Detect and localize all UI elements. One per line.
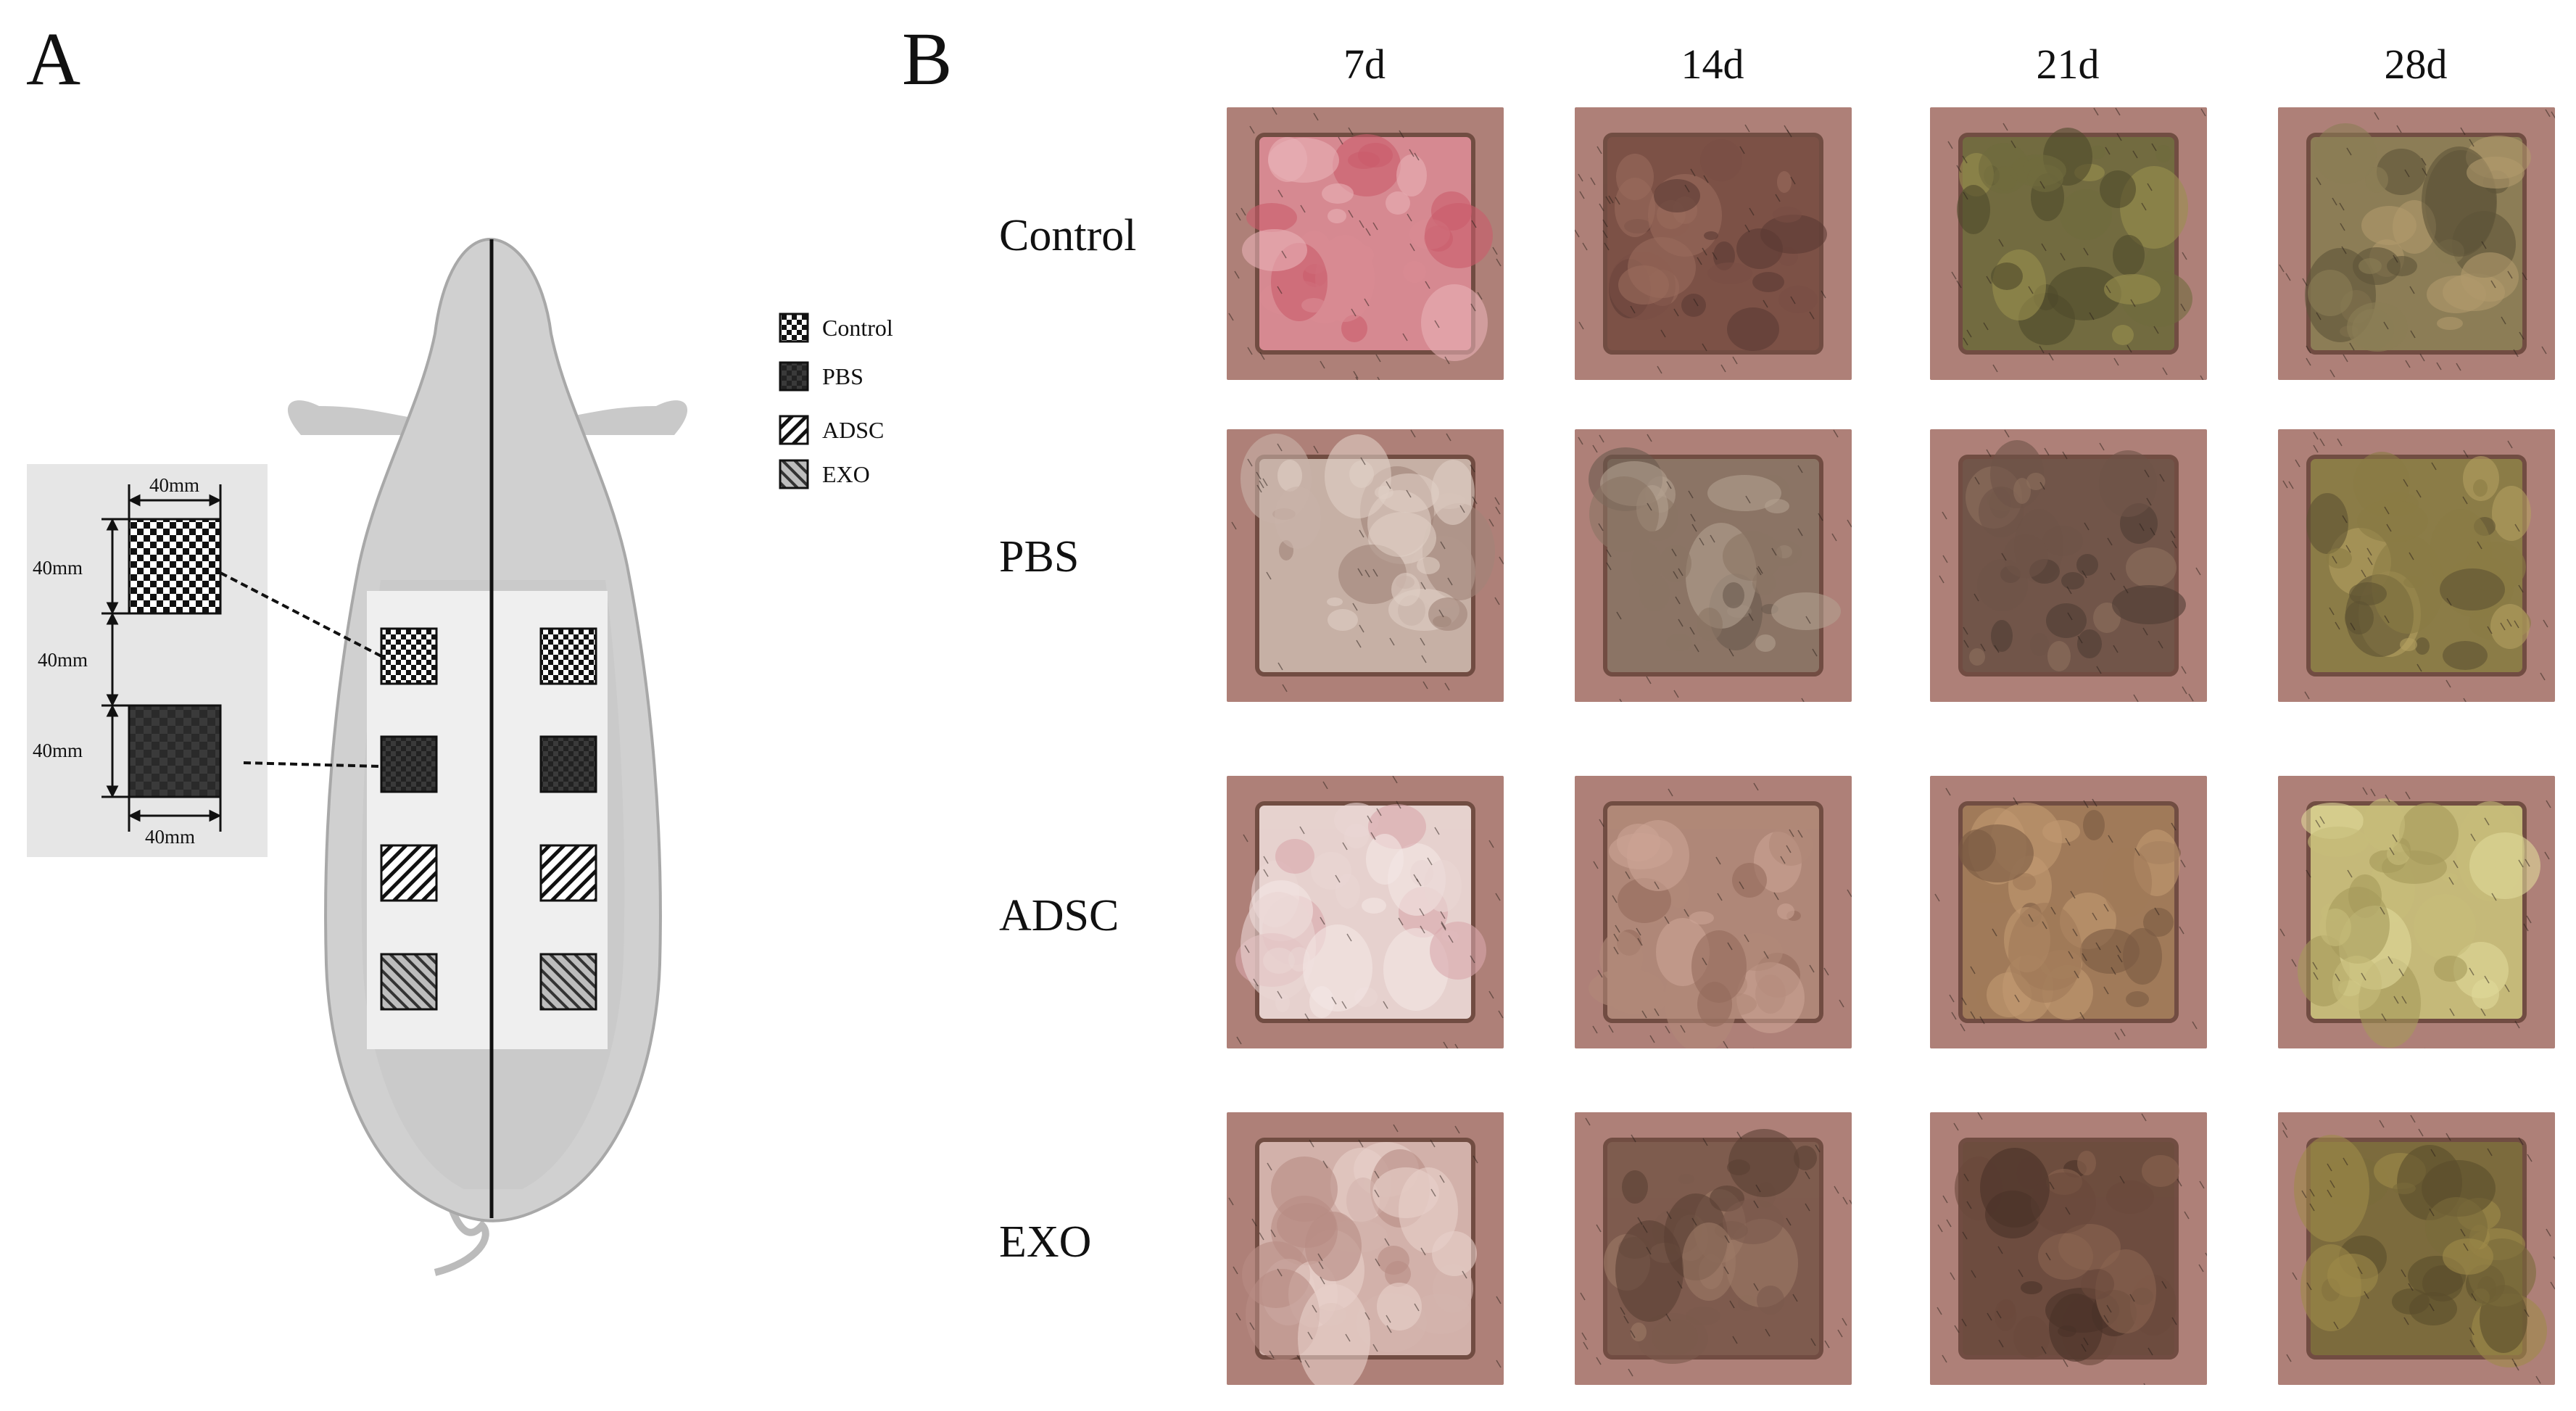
group-label-pbs: PBS <box>999 532 1080 582</box>
wound-photo-adsc-14d <box>1575 776 1852 1048</box>
dim-label-height-2: 40mm <box>33 740 83 761</box>
legend-swatch-control <box>779 313 809 343</box>
wound-photo-exo-21d <box>1930 1112 2207 1385</box>
legend-swatch-exo <box>779 459 809 489</box>
group-label-exo: EXO <box>999 1217 1092 1267</box>
dimension-lines <box>102 484 222 832</box>
wound-photo-exo-14d <box>1575 1112 1852 1385</box>
legend-swatch-adsc <box>779 415 809 445</box>
connector-top <box>220 571 382 658</box>
dim-label-gap: 40mm <box>38 649 88 671</box>
dim-label-height-1: 40mm <box>33 557 83 579</box>
inset-square-top <box>128 518 222 615</box>
wound-square-exo-right <box>539 953 597 1011</box>
group-label-adsc: ADSC <box>999 891 1119 940</box>
wound-photo-control-21d <box>1930 107 2207 380</box>
dim-label-bottom-width: 40mm <box>145 826 196 848</box>
timepoint-header-28d: 28d <box>2384 41 2448 88</box>
wound-square-control-left <box>380 627 438 685</box>
legend-label-control: Control <box>822 315 893 341</box>
wound-square-control-right <box>539 627 597 685</box>
timepoint-header-14d: 14d <box>1681 41 1744 88</box>
wound-photo-exo-7d <box>1227 1112 1504 1385</box>
panel-b-label: B <box>902 17 953 101</box>
timepoint-header-21d: 21d <box>2036 41 2100 88</box>
wound-square-pbs-left <box>380 735 438 793</box>
wound-photo-adsc-21d <box>1930 776 2207 1048</box>
legend-label-exo: EXO <box>822 461 870 487</box>
legend-label-adsc: ADSC <box>822 417 885 443</box>
wound-square-exo-left <box>380 953 438 1011</box>
pig-wound-diagram <box>27 237 809 1276</box>
dim-label-top-width: 40mm <box>149 474 200 496</box>
wound-photo-control-28d <box>2278 107 2555 380</box>
wound-square-pbs-right <box>539 735 597 793</box>
timepoint-header-7d: 7d <box>1343 41 1386 88</box>
legend-swatch-pbs <box>779 361 809 392</box>
group-label-control: Control <box>999 211 1137 260</box>
wound-photo-exo-28d <box>2278 1112 2555 1385</box>
wound-photo-pbs-14d <box>1575 429 1852 702</box>
wound-photo-pbs-21d <box>1930 429 2207 702</box>
legend-label-pbs: PBS <box>822 363 864 389</box>
wound-photo-control-7d <box>1227 107 1504 380</box>
panel-a-label: A <box>26 17 81 101</box>
wound-photo-pbs-7d <box>1227 429 1504 702</box>
wound-photo-adsc-7d <box>1227 776 1504 1048</box>
inset-square-bottom <box>128 704 222 798</box>
wound-photo-pbs-28d <box>2278 429 2555 702</box>
wound-photo-control-14d <box>1575 107 1852 380</box>
wound-square-adsc-left <box>380 844 438 902</box>
wound-square-adsc-right <box>539 844 597 902</box>
wound-photo-adsc-28d <box>2278 776 2555 1048</box>
